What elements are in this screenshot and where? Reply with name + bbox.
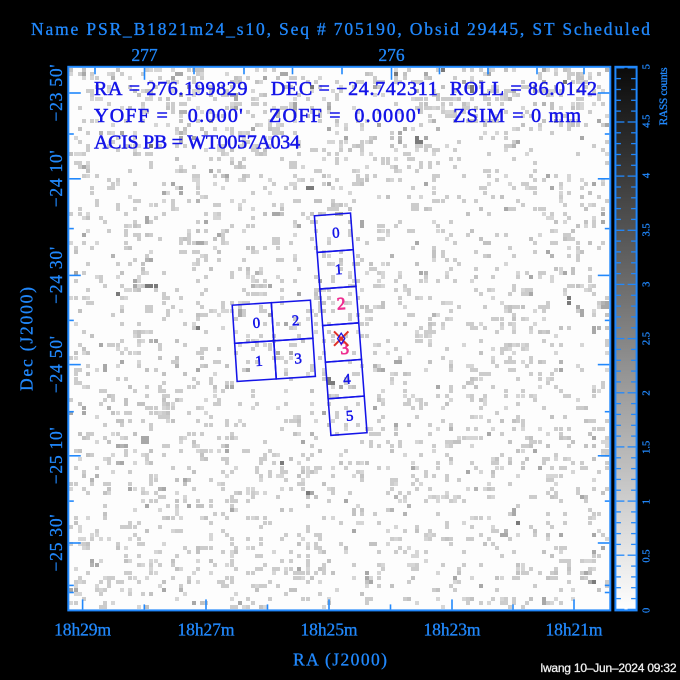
svg-text:−24 30': −24 30' (46, 247, 66, 304)
svg-text:3: 3 (339, 338, 349, 359)
svg-text:18h27m: 18h27m (178, 620, 235, 640)
svg-text:ACIS PB = WT0057A034: ACIS PB = WT0057A034 (94, 131, 300, 153)
svg-text:18h29m: 18h29m (54, 620, 111, 640)
svg-text:−25 30': −25 30' (46, 515, 66, 572)
svg-text:3: 3 (294, 351, 303, 367)
svg-text:YOFF = 0.000' ZOFF = 0.0: YOFF = 0.000' ZOFF = 0.0000' ZSIM = 0 mm (94, 105, 581, 127)
svg-text:Dec (J2000): Dec (J2000) (17, 287, 37, 391)
svg-text:1.5: 1.5 (642, 441, 653, 454)
svg-text:4.5: 4.5 (642, 115, 653, 128)
svg-text:2: 2 (291, 313, 300, 329)
svg-text:3.5: 3.5 (642, 223, 653, 236)
svg-text:1: 1 (334, 262, 343, 279)
svg-text:0: 0 (332, 225, 341, 242)
svg-text:RA (J2000): RA (J2000) (293, 650, 387, 670)
svg-text:1: 1 (642, 499, 653, 504)
svg-text:277: 277 (131, 45, 158, 65)
svg-text:0: 0 (642, 608, 653, 613)
svg-text:−25 10': −25 10' (46, 427, 66, 484)
svg-text:lwang 10–Jun–2024 09:32: lwang 10–Jun–2024 09:32 (541, 661, 677, 675)
svg-text:2.5: 2.5 (642, 332, 653, 345)
svg-text:RA = 276.199829 DEC = −24.7: RA = 276.199829 DEC = −24.742311 ROLL = … (94, 78, 597, 100)
svg-text:0: 0 (252, 316, 261, 332)
svg-text:3: 3 (642, 282, 653, 287)
svg-text:RASS counts: RASS counts (658, 67, 670, 126)
svg-text:Name PSR_B1821m24_s10, Seq # 7: Name PSR_B1821m24_s10, Seq # 705190, Obs… (31, 19, 650, 39)
svg-text:4: 4 (642, 172, 653, 178)
svg-text:18h21m: 18h21m (546, 620, 603, 640)
svg-text:2: 2 (336, 293, 346, 314)
svg-text:2: 2 (642, 390, 653, 395)
svg-text:4: 4 (343, 372, 352, 389)
svg-text:−24 10': −24 10' (46, 150, 66, 207)
svg-text:1: 1 (255, 354, 264, 370)
svg-text:−23 50': −23 50' (46, 65, 66, 122)
svg-text:0.5: 0.5 (642, 549, 653, 562)
svg-text:5: 5 (345, 408, 354, 425)
svg-text:18h25m: 18h25m (301, 620, 358, 640)
svg-text:5: 5 (642, 64, 653, 69)
svg-text:−24 50': −24 50' (46, 336, 66, 393)
svg-text:18h23m: 18h23m (424, 620, 481, 640)
svg-text:276: 276 (378, 45, 405, 65)
